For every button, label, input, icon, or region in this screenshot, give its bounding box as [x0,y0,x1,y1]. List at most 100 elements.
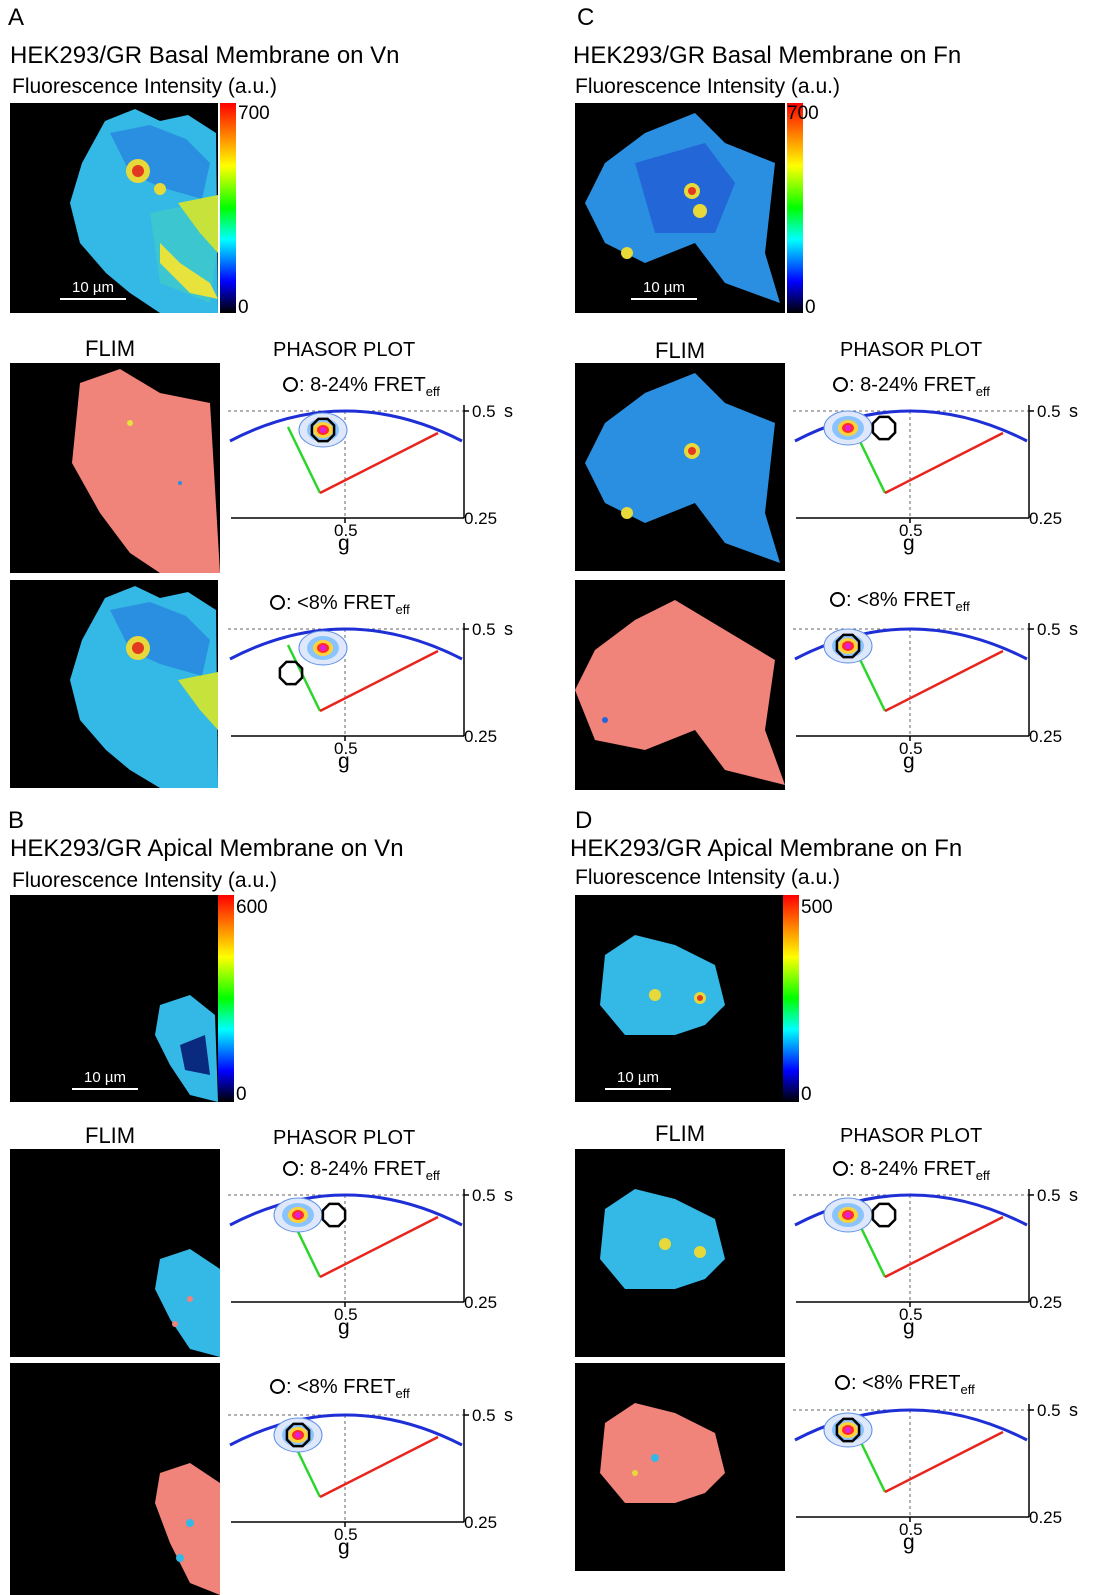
fret-trajectory-green [286,644,322,712]
cell-intensity-map [70,109,218,313]
scale-bar: 10 µm [72,1069,138,1090]
s-max-tick-label: 0.5 [472,1186,496,1205]
flim-label: FLIM [655,1121,706,1146]
s-max-tick-label: 0.5 [472,402,496,421]
universal-semicircle [794,1193,1028,1227]
s-min-tick-label: 0.25 [1029,1293,1062,1312]
colorbar [218,895,234,1102]
phasor-legend-2: : <8% FRETeff [270,593,410,616]
flim-image-2 [10,1363,220,1595]
fret-trajectory-green [286,426,322,494]
scale-bar: 10 µm [60,279,126,300]
flim-label: FLIM [85,336,136,361]
flim-image-1 [575,1149,785,1357]
panel-letter: D [575,807,593,834]
panel-title: HEK293/GR Apical Membrane on Fn [570,835,963,862]
flim-image-1 [10,1149,220,1357]
s-axis-label: s [1069,401,1078,421]
panel-title: HEK293/GR Basal Membrane on Fn [573,42,962,69]
scale-bar: 10 µm [605,1069,671,1090]
intensity-image: 10 µm [10,895,218,1102]
phasor-cloud-core [845,643,851,649]
universal-semicircle [229,1413,463,1447]
universal-semicircle [794,1408,1028,1442]
g-axis-label: g [903,1316,915,1339]
phasor-title: PHASOR PLOT [840,339,983,361]
s-min-tick-label: 0.25 [1029,509,1062,528]
colorbar-max: 700 [787,103,819,124]
flim-label: FLIM [655,338,706,363]
flim-image-2 [575,580,785,790]
phasor-legend-2: : <8% FRETeff [830,590,970,613]
s-max-tick-label: 0.5 [472,1406,496,1425]
phasor-plot-1: 0.5 s 0.25 0.5 g [793,1185,1083,1339]
roi-cursor [871,1202,897,1228]
g-tick-label: 0.5 [334,1525,358,1544]
phasor-plot-2: 0.5 s 0.25 0.5 g [228,1405,518,1559]
universal-semicircle [229,627,463,661]
circle-cursor-icon [270,595,285,610]
phasor-legend-1: : 8-24% FRETeff [283,375,440,398]
panel-subtitle: Fluorescence Intensity (a.u.) [575,866,840,889]
colorbar [783,895,799,1102]
phasor-plot-2: 0.5 s 0.25 0.5 g [793,1400,1083,1554]
g-axis-label: g [338,1316,350,1339]
s-min-tick-label: 0.25 [464,1293,497,1312]
scale-bar-label: 10 µm [617,1069,659,1086]
circle-cursor-icon [830,592,845,607]
colorbar-min: 0 [805,297,816,318]
s-axis-label: s [1069,1185,1078,1205]
phasor-cloud-core [845,1427,851,1433]
phasor-cloud-core [845,425,851,431]
panel-b: B HEK293/GR Apical Membrane on Vn Fluore… [0,797,552,1595]
colorbar-min: 0 [236,1084,247,1105]
colorbar-min: 0 [238,297,249,318]
intensity-image: 10 µm [575,103,785,313]
s-min-tick-label: 0.25 [1029,727,1062,746]
flim-label: FLIM [85,1123,136,1148]
phasor-legend-1: : 8-24% FRETeff [283,1159,440,1182]
g-axis-label: g [903,532,915,555]
circle-cursor-icon [835,1375,850,1390]
fret-trajectory-red [319,649,439,713]
panel-title: HEK293/GR Basal Membrane on Vn [10,42,400,69]
phasor-cloud-core [845,1212,851,1218]
circle-cursor-icon [283,377,298,392]
fret-trajectory-red [884,1430,1004,1494]
roi-cursor [835,1417,861,1443]
roi-cursor [285,1422,311,1448]
colorbar-min: 0 [801,1084,812,1105]
colorbar [220,103,236,313]
roi-cursor [871,415,897,441]
roi-cursor [321,1202,347,1228]
phasor-plot-1: 0.5 s 0.25 0.5 g [228,1185,518,1339]
phasor-plot-2: 0.5 s 0.25 0.5 g [228,619,518,773]
scale-bar-label: 10 µm [643,279,685,296]
phasor-legend-2: : <8% FRETeff [270,1377,410,1400]
phasor-title: PHASOR PLOT [273,1127,416,1149]
s-max-tick-label: 0.5 [472,620,496,639]
phasor-title: PHASOR PLOT [840,1125,983,1147]
panel-letter: B [8,807,25,834]
phasor-plot-1: 0.5 s 0.25 0.5 g [793,401,1083,555]
phasor-cloud-core [320,427,326,433]
g-axis-label: g [903,1531,915,1554]
panel-letter: C [577,4,595,31]
s-min-tick-label: 0.25 [464,1513,497,1532]
panel-letter: A [8,4,25,31]
g-axis-label: g [338,750,350,773]
fret-trajectory-red [884,649,1004,713]
s-max-tick-label: 0.5 [1037,1186,1061,1205]
g-axis-label: g [903,750,915,773]
g-tick-label: 0.5 [899,521,923,540]
s-axis-label: s [1069,1400,1078,1420]
phasor-plot-2: 0.5 s 0.25 0.5 g [793,619,1083,773]
s-axis-label: s [504,1405,513,1425]
panel-title: HEK293/GR Apical Membrane on Vn [10,835,404,862]
circle-cursor-icon [833,377,848,392]
panel-a: A HEK293/GR Basal Membrane on Vn Fluores… [0,0,552,797]
g-tick-label: 0.5 [899,739,923,758]
s-max-tick-label: 0.5 [1037,402,1061,421]
intensity-image: 10 µm [575,895,783,1102]
fret-trajectory-red [319,1435,439,1499]
